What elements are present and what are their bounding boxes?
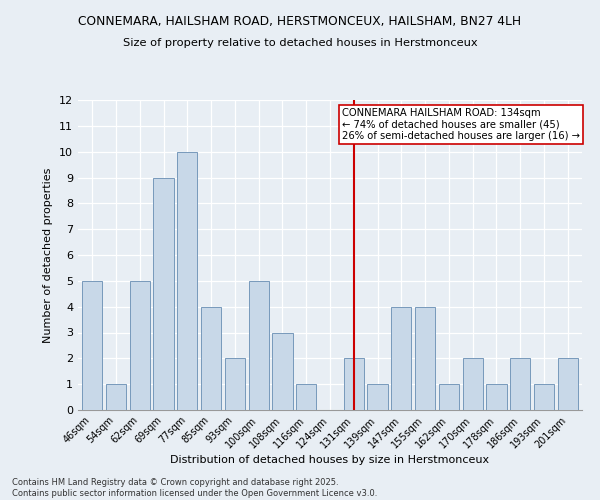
Bar — [415, 306, 435, 410]
Bar — [463, 358, 483, 410]
X-axis label: Distribution of detached houses by size in Herstmonceux: Distribution of detached houses by size … — [170, 456, 490, 466]
Bar — [367, 384, 388, 410]
Bar — [106, 384, 126, 410]
Bar — [487, 384, 506, 410]
Bar — [344, 358, 364, 410]
Bar — [439, 384, 459, 410]
Bar — [272, 332, 293, 410]
Bar — [225, 358, 245, 410]
Bar — [154, 178, 173, 410]
Text: CONNEMARA HAILSHAM ROAD: 134sqm
← 74% of detached houses are smaller (45)
26% of: CONNEMARA HAILSHAM ROAD: 134sqm ← 74% of… — [342, 108, 580, 141]
Bar — [391, 306, 412, 410]
Bar — [510, 358, 530, 410]
Bar — [296, 384, 316, 410]
Bar — [534, 384, 554, 410]
Bar — [177, 152, 197, 410]
Bar — [130, 281, 150, 410]
Text: CONNEMARA, HAILSHAM ROAD, HERSTMONCEUX, HAILSHAM, BN27 4LH: CONNEMARA, HAILSHAM ROAD, HERSTMONCEUX, … — [79, 15, 521, 28]
Bar — [82, 281, 103, 410]
Text: Contains HM Land Registry data © Crown copyright and database right 2025.
Contai: Contains HM Land Registry data © Crown c… — [12, 478, 377, 498]
Text: Size of property relative to detached houses in Herstmonceux: Size of property relative to detached ho… — [122, 38, 478, 48]
Bar — [201, 306, 221, 410]
Bar — [248, 281, 269, 410]
Y-axis label: Number of detached properties: Number of detached properties — [43, 168, 53, 342]
Bar — [557, 358, 578, 410]
